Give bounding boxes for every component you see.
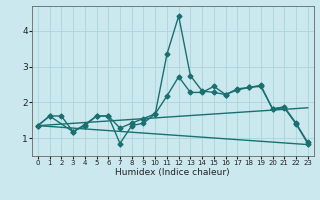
X-axis label: Humidex (Indice chaleur): Humidex (Indice chaleur)	[116, 168, 230, 177]
